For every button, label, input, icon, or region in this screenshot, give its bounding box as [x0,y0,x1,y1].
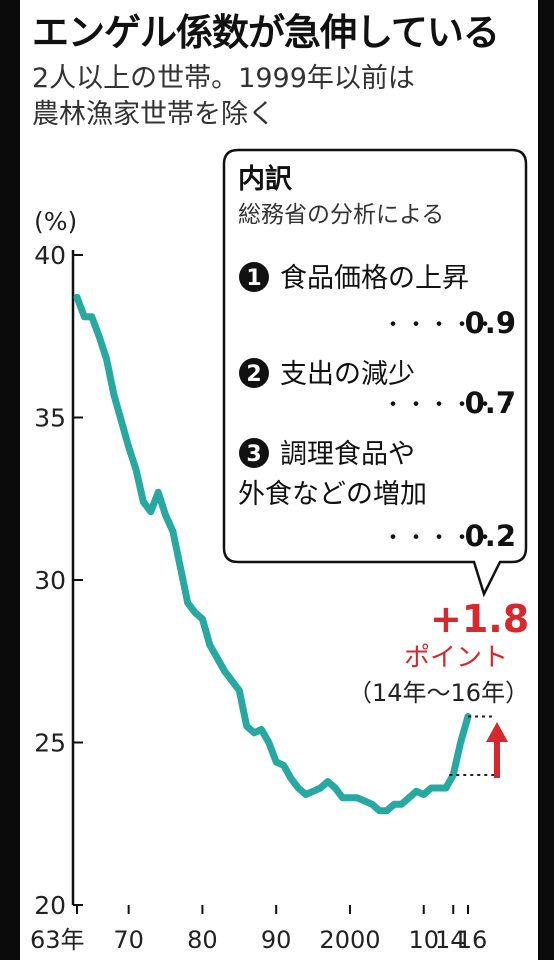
left-border [0,0,20,960]
leader-dots-3: ・・・・・・ [382,526,520,551]
number-1-icon [239,262,269,292]
breakdown-title: 内訳 [238,163,293,195]
breakdown-item-2-value: 0.7 [465,386,516,420]
breakdown-item-1-value: 0.9 [465,306,516,340]
x-tick-label: 90 [261,926,292,954]
x-tick-label: 80 [187,926,218,954]
breakdown-item-3-value: 0.2 [465,519,516,553]
number-3-label: 3 [246,442,261,467]
chart-subtitle-line2: 農林漁家世帯を除く [32,99,275,130]
y-tick-label: 40 [34,241,66,270]
right-border [538,0,554,960]
y-tick-label: 20 [34,891,66,920]
x-tick-label: 2000 [319,926,380,954]
breakdown-bubble: 内訳 総務省の分析による 1 食品価格の上昇 ・・・・・・ 0.9 2 支出の減… [222,148,528,598]
x-tick-label: 16 [457,926,488,954]
y-tick-label: 25 [34,729,66,758]
breakdown-item-2-label: 支出の減少 [280,359,415,390]
y-tick-labels: 40 35 30 25 20 [34,241,83,920]
number-2-icon [239,358,269,388]
bubble-outline [222,148,528,598]
breakdown-item-3-label-line1: 調理食品や [280,439,415,470]
chart-title: エンゲル係数が急伸している [32,11,500,54]
number-2-label: 2 [246,362,261,387]
breakdown-source: 総務省の分析による [238,202,444,228]
leader-dots-2: ・・・・・・ [382,393,520,418]
increase-unit: ポイント [404,643,508,673]
series-line-engel-coefficient [73,293,472,815]
red-up-arrow-icon [486,722,508,778]
x-tick-label: 63年 [30,926,85,954]
leader-dots-1: ・・・・・・ [382,313,520,338]
y-axis-unit: (%) [34,207,77,236]
breakdown-item-3-label-line2: 外食などの増加 [238,479,427,510]
y-tick-label: 30 [34,566,66,595]
number-3-icon [239,438,269,468]
x-tick-label: 10 [408,926,439,954]
x-tick-label: 70 [113,926,144,954]
increase-value: +1.8 [430,597,529,641]
number-1-label: 1 [246,266,261,291]
x-tick-label: 14 [435,926,466,954]
increase-period: （14年〜16年） [348,679,529,707]
y-tick-label: 35 [34,404,66,433]
chart-subtitle-line1: 2人以上の世帯。1999年以前は [32,63,415,94]
breakdown-item-1-label: 食品価格の上昇 [280,263,469,294]
